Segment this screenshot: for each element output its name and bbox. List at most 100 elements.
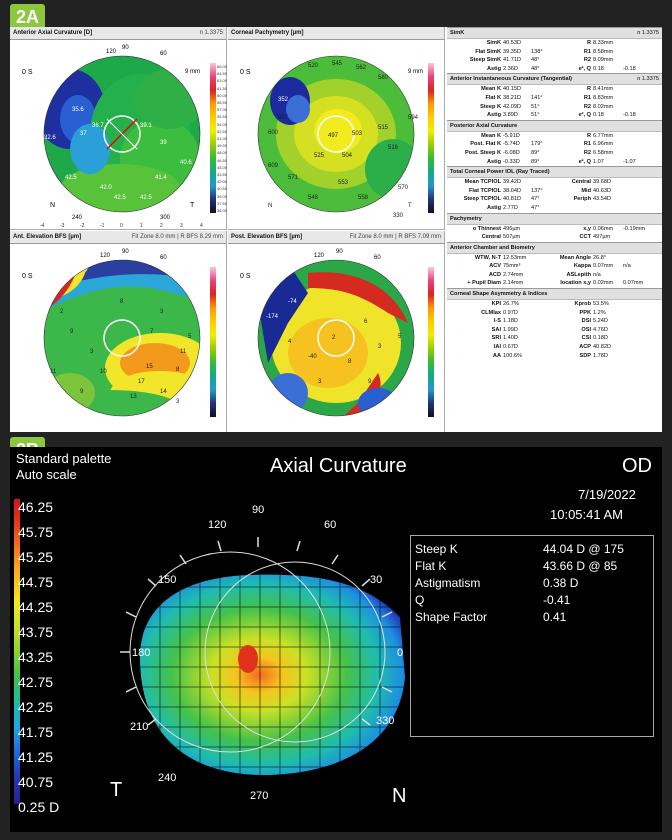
table-cell bbox=[531, 85, 551, 94]
svg-text:N: N bbox=[268, 203, 272, 209]
table-section-header: Anterior Instantaneous Curvature (Tangen… bbox=[447, 73, 662, 86]
table-cell: -0.33D bbox=[503, 158, 520, 165]
table-cell: AA bbox=[492, 352, 501, 359]
post-elevation-svg: 0 S 90 120 60 -174 -74 -40 2 6 3 8 5 3 9 4 bbox=[240, 249, 415, 417]
table-cell: 0.18D bbox=[593, 335, 608, 342]
table-cell: e², Q bbox=[578, 112, 591, 119]
table-cell: 497µm bbox=[593, 234, 611, 241]
table-row: Post. Steep K -6.08D 89° R2 6.58mm bbox=[447, 149, 662, 158]
stat-row: Shape Factor 0.41 bbox=[415, 610, 651, 627]
table-cell: e², Q bbox=[578, 158, 591, 165]
table-cell bbox=[623, 56, 643, 65]
table-row: AA 100.6% SDP 1.78D bbox=[447, 352, 662, 361]
table-cell bbox=[623, 178, 643, 187]
svg-text:515: 515 bbox=[378, 125, 389, 131]
table-cell: 40.81D bbox=[503, 196, 522, 203]
svg-text:548: 548 bbox=[308, 195, 319, 201]
svg-text:14: 14 bbox=[160, 389, 167, 395]
table-cell bbox=[623, 254, 643, 263]
table-cell: n/a bbox=[593, 271, 601, 278]
table-cell bbox=[623, 85, 643, 94]
svg-text:504: 504 bbox=[342, 153, 353, 159]
angle-120: 120 bbox=[208, 519, 227, 531]
table-cell: 2.74mm bbox=[503, 271, 524, 278]
table-cell: 40.82D bbox=[593, 344, 612, 351]
table-cell: Central bbox=[571, 179, 591, 186]
svg-text:-4: -4 bbox=[40, 223, 45, 229]
table-cell: Flat SimK bbox=[475, 48, 501, 55]
table-cell: 0.18 bbox=[593, 112, 604, 119]
axial-topo-svg bbox=[120, 537, 405, 776]
table-cell bbox=[623, 271, 643, 280]
apex-zone bbox=[238, 645, 258, 673]
map-title: Ant. Elevation BFS [µm] bbox=[13, 234, 82, 240]
svg-text:558: 558 bbox=[358, 195, 369, 201]
svg-text:120: 120 bbox=[314, 253, 325, 259]
svg-text:3: 3 bbox=[318, 379, 322, 385]
svg-text:42.5: 42.5 bbox=[140, 195, 152, 201]
stat-value: 0.38 D bbox=[543, 576, 579, 590]
table-cell: -6.08D bbox=[503, 149, 520, 156]
table-cell: 39.42D bbox=[503, 179, 522, 186]
eye-label-os: 0 S bbox=[22, 69, 33, 76]
svg-text:42.0: 42.0 bbox=[100, 185, 112, 191]
table-cell bbox=[623, 334, 643, 343]
corneal-map-area bbox=[140, 574, 405, 776]
table-cell: -0.18 bbox=[623, 65, 636, 72]
table-cell: Mean K bbox=[481, 86, 501, 93]
post-elev-color-scale bbox=[428, 267, 434, 417]
svg-text:553: 553 bbox=[338, 180, 349, 186]
temporal-label: T bbox=[110, 779, 123, 801]
svg-text:40.6: 40.6 bbox=[180, 160, 192, 166]
table-cell: x,y bbox=[583, 225, 591, 232]
stat-row: Q -0.41 bbox=[415, 593, 651, 610]
table-cell: Mid bbox=[581, 187, 591, 194]
table-row: Flat SimK 39.35D 138° R1 8.58mm bbox=[447, 48, 662, 57]
table-cell bbox=[531, 178, 551, 187]
table-cell: ASLepith bbox=[566, 271, 591, 278]
table-cell bbox=[623, 48, 643, 57]
table-row: I-S 1.18D DSI 5.24D bbox=[447, 317, 662, 326]
svg-text:10: 10 bbox=[100, 369, 107, 375]
table-cell: 8.58mm bbox=[593, 48, 614, 55]
table-cell: 0.18 bbox=[593, 65, 604, 72]
table-cell: Post. Flat K bbox=[470, 141, 501, 148]
table-cell: 1.2% bbox=[593, 309, 606, 316]
table-cell: 0.67D bbox=[503, 344, 518, 351]
map-title: Corneal Pachymetry [µm] bbox=[231, 30, 304, 36]
table-cell: 141° bbox=[531, 94, 543, 101]
table-cell: Mean K bbox=[481, 132, 501, 139]
map-corneal-pachymetry: Corneal Pachymetry [µm] 0 S 9 mm 520 545 5… bbox=[228, 27, 445, 230]
table-cell: 6.58mm bbox=[593, 149, 614, 156]
exam-date: 7/19/2022 bbox=[578, 487, 636, 502]
axial-curvature-panel: Standard palette Auto scale Axial Curvat… bbox=[10, 447, 662, 832]
table-cell: ACP bbox=[579, 344, 591, 351]
table-cell: n/a bbox=[623, 263, 631, 270]
scale-value: 42.25 bbox=[18, 699, 54, 715]
table-row: KPI 26.7% Kprob 53.5% bbox=[447, 300, 662, 309]
svg-text:3: 3 bbox=[90, 349, 94, 355]
table-cell: 47° bbox=[531, 204, 540, 211]
svg-text:11: 11 bbox=[180, 349, 187, 355]
table-cell bbox=[531, 271, 551, 280]
angle-90: 90 bbox=[252, 504, 265, 516]
table-cell: 6.77mm bbox=[593, 132, 614, 139]
scale-mode-label: Auto scale bbox=[16, 467, 77, 482]
svg-text:0 S: 0 S bbox=[240, 69, 251, 76]
table-cell: 0.07mm bbox=[593, 263, 614, 270]
map-title: Anterior Axial Curvature [D] bbox=[13, 30, 93, 36]
table-cell: 2.14mm bbox=[503, 280, 524, 287]
stat-value: -0.41 bbox=[543, 593, 571, 607]
nasal-label: N bbox=[392, 785, 407, 807]
table-cell: 47° bbox=[531, 196, 540, 203]
table-cell: 1.18D bbox=[503, 318, 518, 325]
table-cell: 48° bbox=[531, 65, 540, 72]
angle-210: 210 bbox=[130, 721, 149, 733]
table-cell: R bbox=[586, 40, 591, 46]
table-cell: ACV bbox=[489, 263, 501, 270]
table-cell: PPK bbox=[579, 309, 591, 316]
table-cell: R2 bbox=[583, 103, 591, 110]
svg-text:330: 330 bbox=[393, 213, 404, 219]
table-row: SAI 1.99D OSI 4.76D bbox=[447, 326, 662, 335]
stat-value: 44.04 D @ 175 bbox=[543, 542, 624, 556]
